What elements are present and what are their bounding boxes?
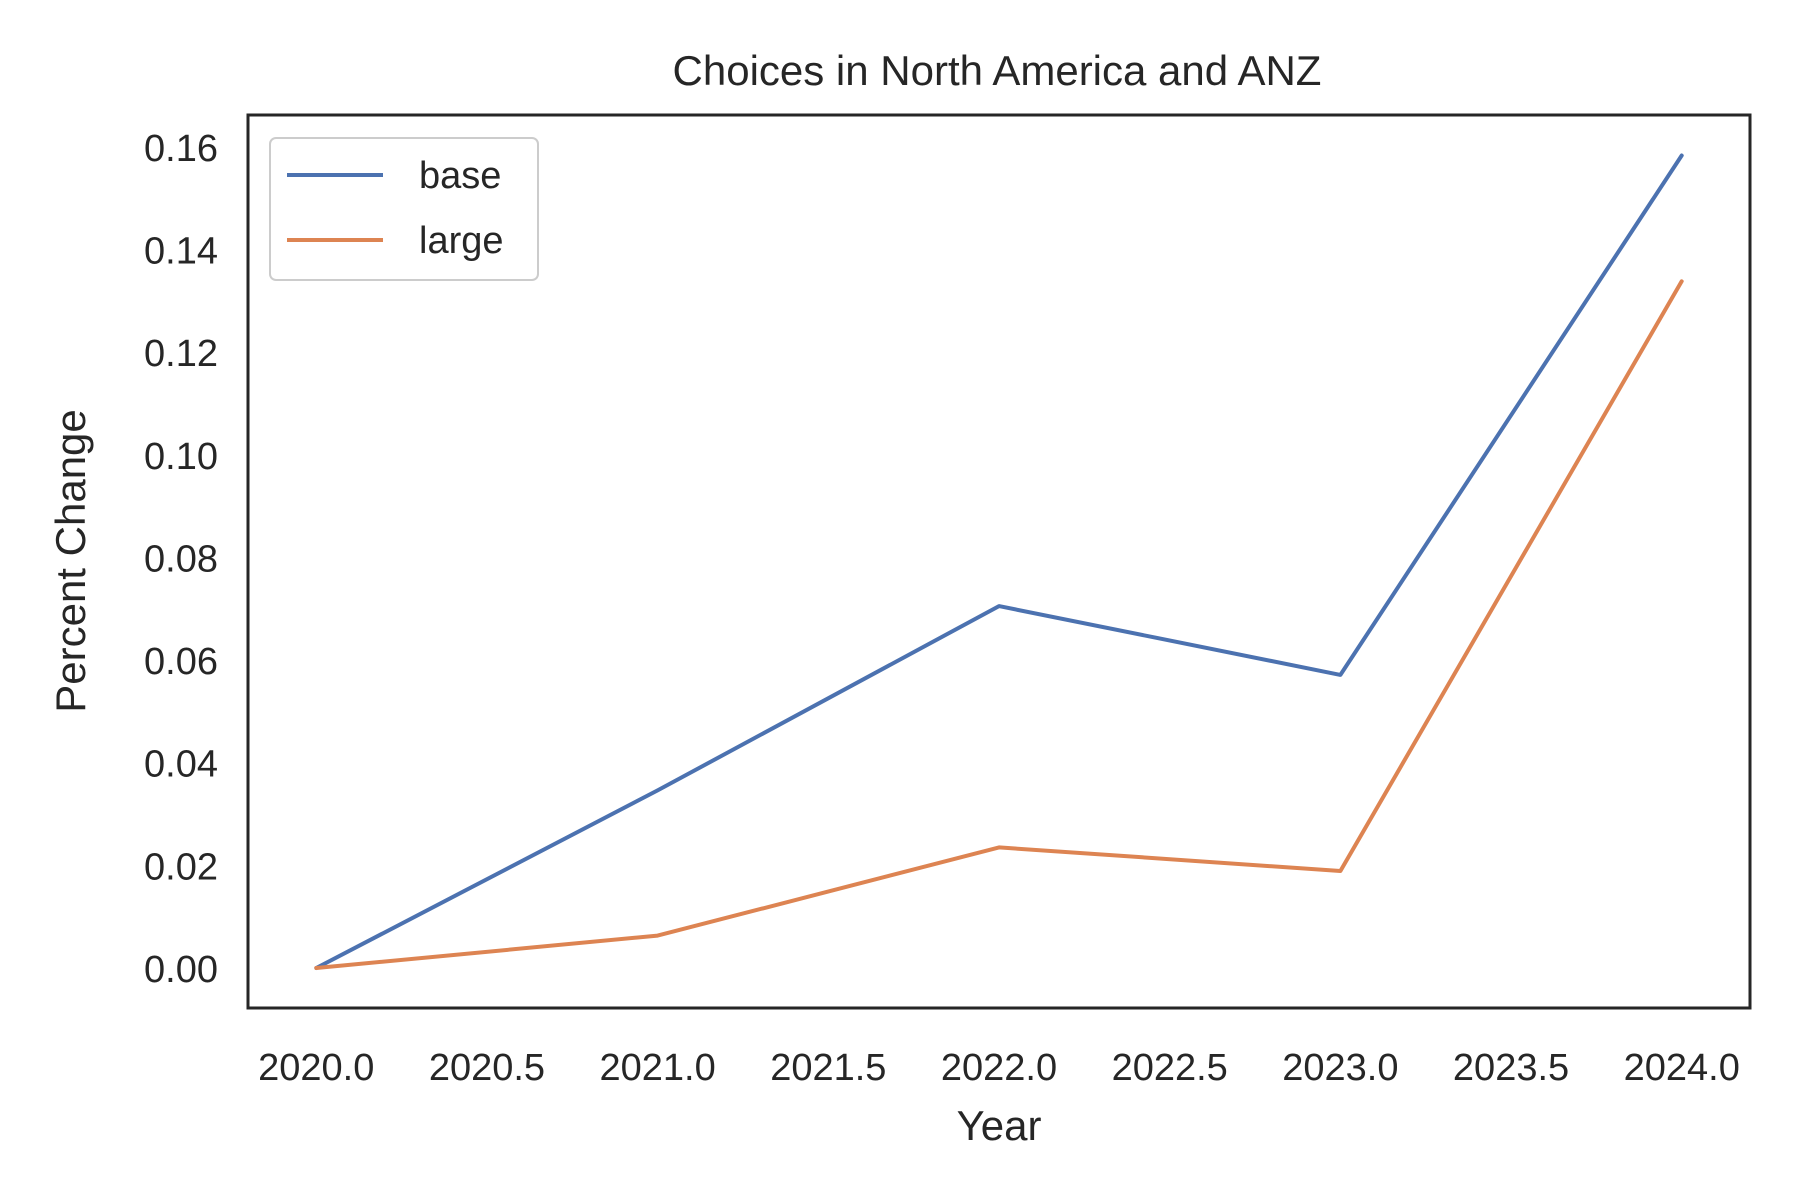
x-axis-label: Year xyxy=(957,1102,1042,1149)
x-tick-label: 2024.0 xyxy=(1624,1047,1740,1089)
y-tick-label: 0.10 xyxy=(144,436,218,478)
legend: base large xyxy=(269,137,539,281)
series-line-base xyxy=(314,153,1684,970)
y-tick-label: 0.14 xyxy=(144,230,218,272)
y-tick-label: 0.04 xyxy=(144,744,218,786)
series-layer xyxy=(314,153,1684,970)
y-tick-label: 0.06 xyxy=(144,641,218,683)
y-tick-label: 0.08 xyxy=(144,538,218,580)
legend-label-large: large xyxy=(419,220,504,262)
x-tick-label: 2022.5 xyxy=(1112,1047,1228,1089)
x-tick-label: 2023.5 xyxy=(1453,1047,1569,1089)
x-tick-label: 2020.0 xyxy=(258,1047,374,1089)
x-tick-label: 2020.5 xyxy=(429,1047,545,1089)
plot-area-frame xyxy=(246,113,1752,1010)
chart-title: Choices in North America and ANZ xyxy=(673,47,1322,94)
y-tick-label: 0.00 xyxy=(144,949,218,991)
x-axis-ticks: 2020.0 2020.5 2021.0 2021.5 2022.0 2022.5 2023… xyxy=(258,1047,1740,1089)
y-tick-label: 0.02 xyxy=(144,846,218,888)
legend-label-base: base xyxy=(419,155,501,197)
y-tick-label: 0.12 xyxy=(144,333,218,375)
y-tick-label: 0.16 xyxy=(144,128,218,170)
x-tick-label: 2022.0 xyxy=(941,1047,1057,1089)
legend-items: base large xyxy=(287,155,504,262)
x-tick-label: 2021.5 xyxy=(770,1047,886,1089)
y-axis-ticks: 0.00 0.02 0.04 0.06 0.08 0.10 0.12 0.14 0.16 xyxy=(144,128,218,991)
x-tick-label: 2023.0 xyxy=(1282,1047,1398,1089)
series-line-large xyxy=(314,279,1684,970)
y-axis-label: Percent Change xyxy=(47,409,94,713)
x-tick-label: 2021.0 xyxy=(600,1047,716,1089)
